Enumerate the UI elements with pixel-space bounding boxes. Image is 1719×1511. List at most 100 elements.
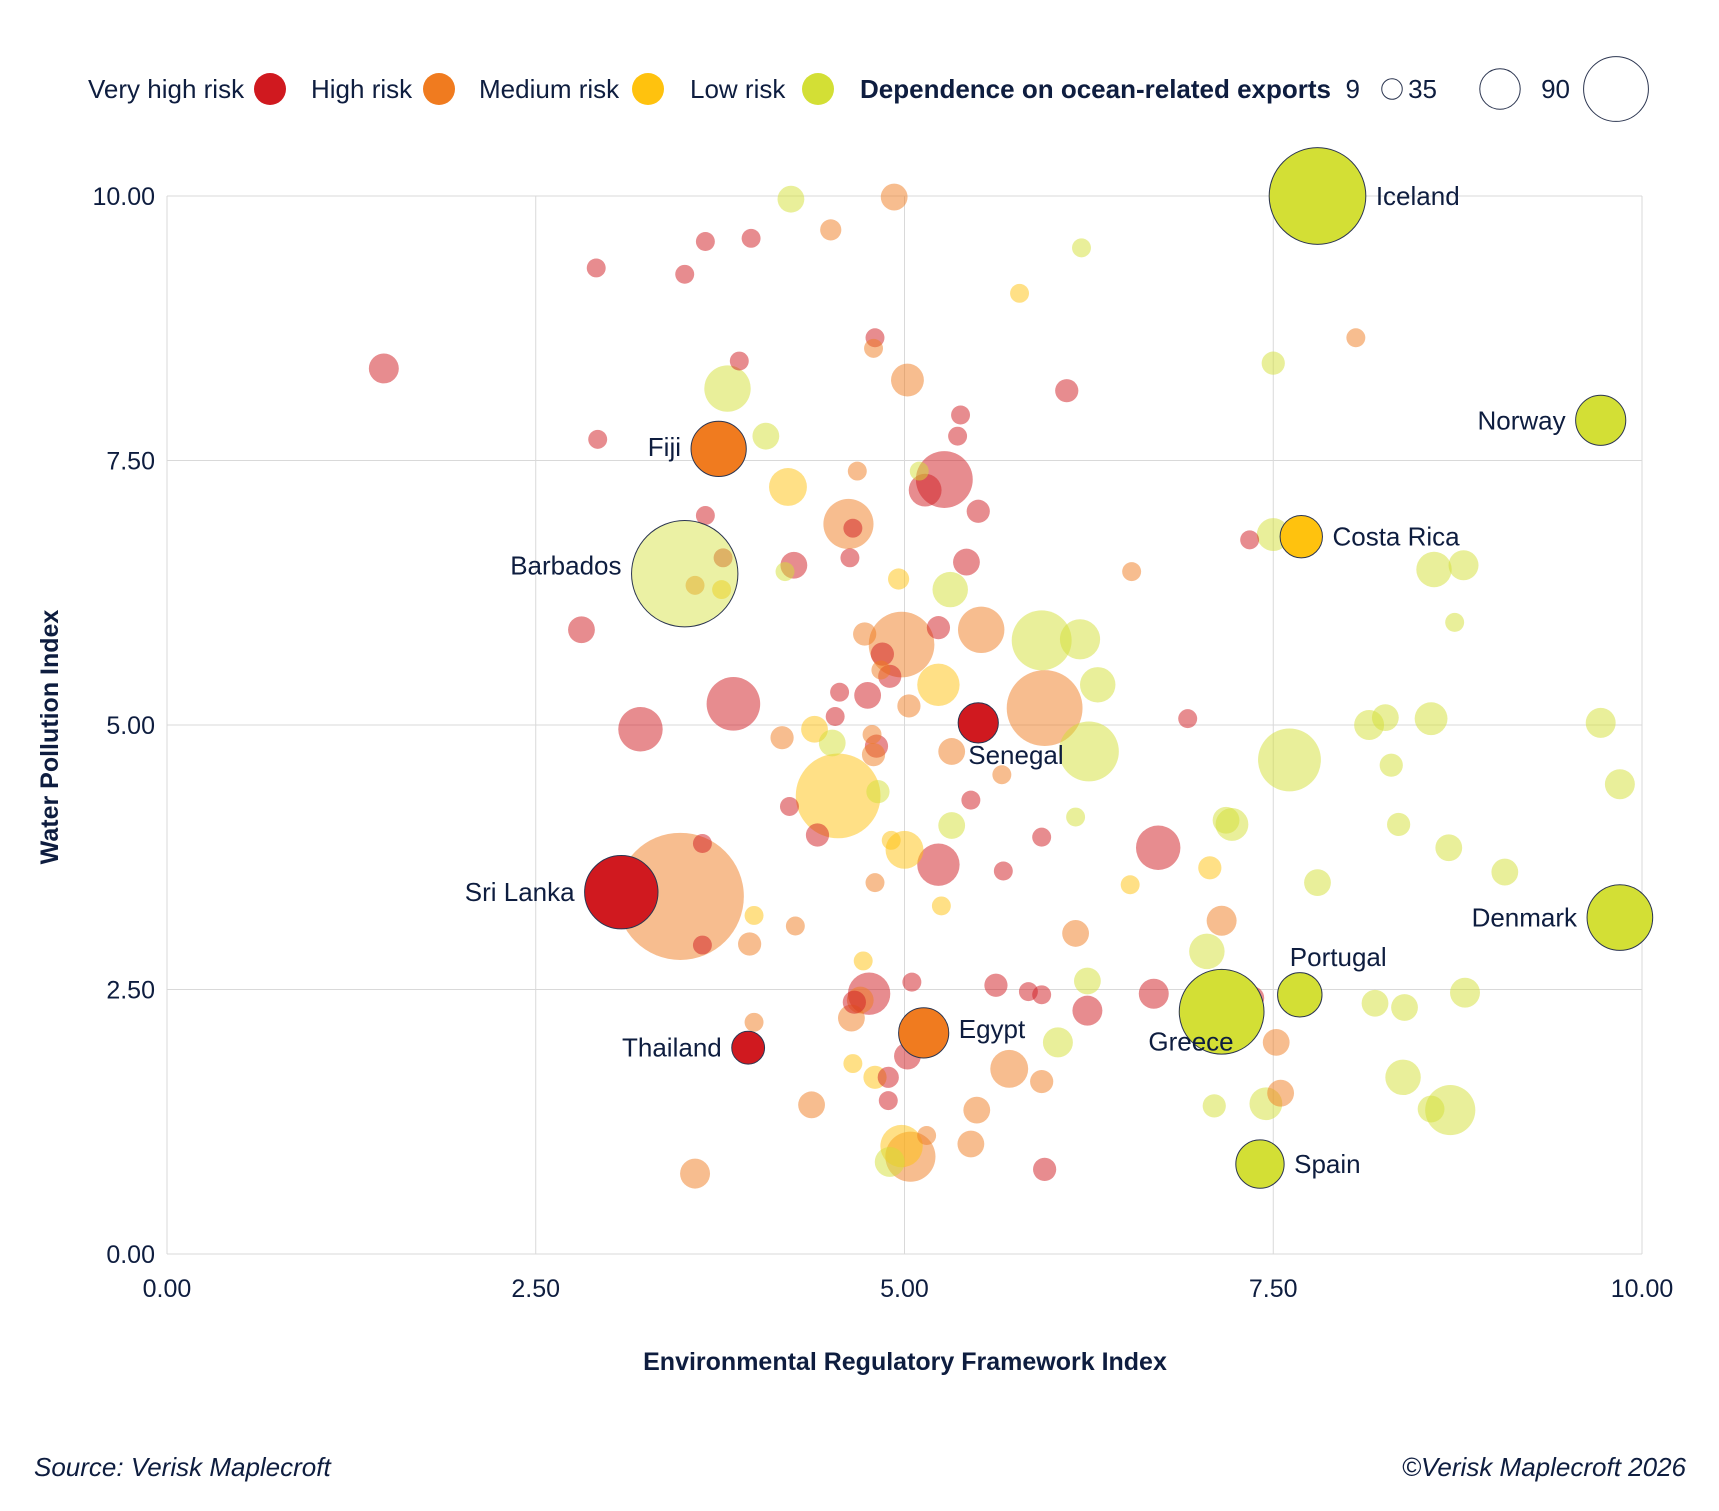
bubble-low: [1212, 806, 1240, 834]
bubble-very-high: [1055, 379, 1079, 403]
bubble-low: [938, 812, 966, 839]
bubble-low: [1417, 1095, 1445, 1123]
x-tick-label: 0.00: [143, 1275, 192, 1303]
bubble-low: [1585, 707, 1616, 738]
bubble-very-high: [1135, 825, 1181, 870]
bubble-low: [752, 422, 780, 450]
bubble-very-high: [741, 228, 761, 248]
x-axis-title: Environmental Regulatory Framework Index: [643, 1348, 1167, 1376]
y-tick-label: 5.00: [106, 712, 155, 740]
bubble-low: [1074, 967, 1101, 995]
bubble-low: [866, 780, 890, 804]
bubble-medium: [881, 830, 901, 850]
bubble-low: [1391, 994, 1418, 1021]
bubble-low: [777, 185, 805, 213]
bubble-very-high: [586, 258, 606, 278]
bubble-medium: [917, 663, 960, 706]
bubble-high: [862, 725, 882, 744]
label-norway: Norway: [1477, 405, 1565, 435]
legend-label-high-risk: High risk: [311, 74, 413, 104]
bubble-very-high: [993, 861, 1013, 881]
label-sri-lanka: Sri Lanka: [465, 877, 575, 907]
label-senegal: Senegal: [968, 740, 1063, 770]
x-tick-label: 5.00: [880, 1275, 929, 1303]
bubble-very-high: [966, 499, 990, 523]
bubble-very-high: [948, 426, 968, 446]
bubble-very-high: [854, 681, 882, 709]
bubble-low: [1414, 702, 1448, 736]
bubble-very-high: [568, 616, 595, 644]
bubble-very-high: [729, 351, 749, 371]
bubble-medium: [795, 753, 881, 839]
bubble-low: [932, 571, 968, 608]
bubble-spain: [1235, 1139, 1285, 1189]
y-tick-label: 2.50: [106, 977, 155, 1005]
bubble-high: [798, 1091, 825, 1119]
bubble-medium: [931, 896, 951, 916]
bubble-low: [909, 461, 929, 481]
label-egypt: Egypt: [959, 1014, 1026, 1044]
bubble-egypt: [898, 1007, 950, 1059]
bubble-high: [738, 932, 762, 956]
size-legend-circle: [1583, 56, 1649, 122]
bubble-high: [744, 1012, 764, 1032]
bubble-high: [992, 765, 1012, 785]
bubble-low: [1059, 619, 1101, 660]
bubble-fiji: [690, 420, 747, 477]
bubble-low: [1066, 807, 1086, 827]
size-legend-value: 9: [1346, 74, 1360, 104]
bubble-high: [897, 694, 921, 718]
bubble-high: [963, 1096, 991, 1124]
bubble-high: [957, 606, 1005, 653]
bubble-low: [1202, 1094, 1226, 1118]
bubble-very-high: [1032, 827, 1052, 847]
label-thailand: Thailand: [622, 1033, 722, 1063]
bubble-high: [917, 1126, 937, 1145]
bubble-high: [861, 743, 886, 767]
bubble-sri-lanka: [584, 854, 659, 930]
bubble-high: [820, 219, 842, 241]
legend-swatch-low-risk: [802, 73, 834, 105]
bubble-low: [1011, 610, 1072, 671]
bubble-norway: [1575, 394, 1627, 446]
bubble-barbados: [631, 520, 739, 628]
bubble-very-high: [805, 823, 830, 847]
bubble-low: [1079, 667, 1116, 703]
bubble-high: [880, 183, 908, 211]
bubble-high: [864, 338, 884, 358]
y-tick-label: 10.00: [92, 183, 155, 211]
bubble-high: [1262, 1029, 1290, 1056]
bubble-very-high: [1033, 1157, 1057, 1181]
bubble-very-high: [1178, 709, 1198, 729]
copyright-note: ©Verisk Maplecroft 2026: [1401, 1452, 1686, 1482]
bubble-medium: [769, 467, 807, 506]
bubble-very-high: [695, 232, 715, 251]
bubble-high: [1062, 920, 1089, 947]
bubble-high: [785, 916, 805, 936]
bubble-low: [818, 729, 846, 757]
bubble-high: [990, 1049, 1029, 1088]
bubble-medium: [888, 568, 910, 590]
bubble-low: [1604, 769, 1635, 800]
bubble-very-high: [843, 518, 863, 538]
bubble-very-high: [870, 642, 894, 666]
bubble-low: [775, 562, 795, 582]
bubble-very-high: [368, 353, 399, 384]
size-legend: 9 35 90: [1346, 56, 1649, 122]
bubble-very-high: [902, 972, 922, 992]
bubble-high: [957, 1130, 985, 1158]
legend-swatch-high-risk: [423, 73, 455, 105]
bubble-low: [1304, 869, 1331, 897]
bubble-very-high: [692, 935, 712, 955]
size-legend-circle: [1479, 68, 1521, 110]
y-tick-label: 7.50: [106, 448, 155, 476]
label-iceland: Iceland: [1376, 181, 1460, 211]
highlighted-bubbles: [584, 147, 1654, 1189]
label-barbados: Barbados: [510, 551, 621, 581]
y-axis-ticks: 0.00 2.50 5.00 7.50 10.00: [92, 183, 155, 1269]
bubble-portugal: [1277, 972, 1323, 1018]
x-axis-ticks: 0.00 2.50 5.00 7.50 10.00: [143, 1275, 1674, 1303]
label-fiji: Fiji: [648, 432, 681, 462]
bubble-medium: [853, 951, 873, 971]
